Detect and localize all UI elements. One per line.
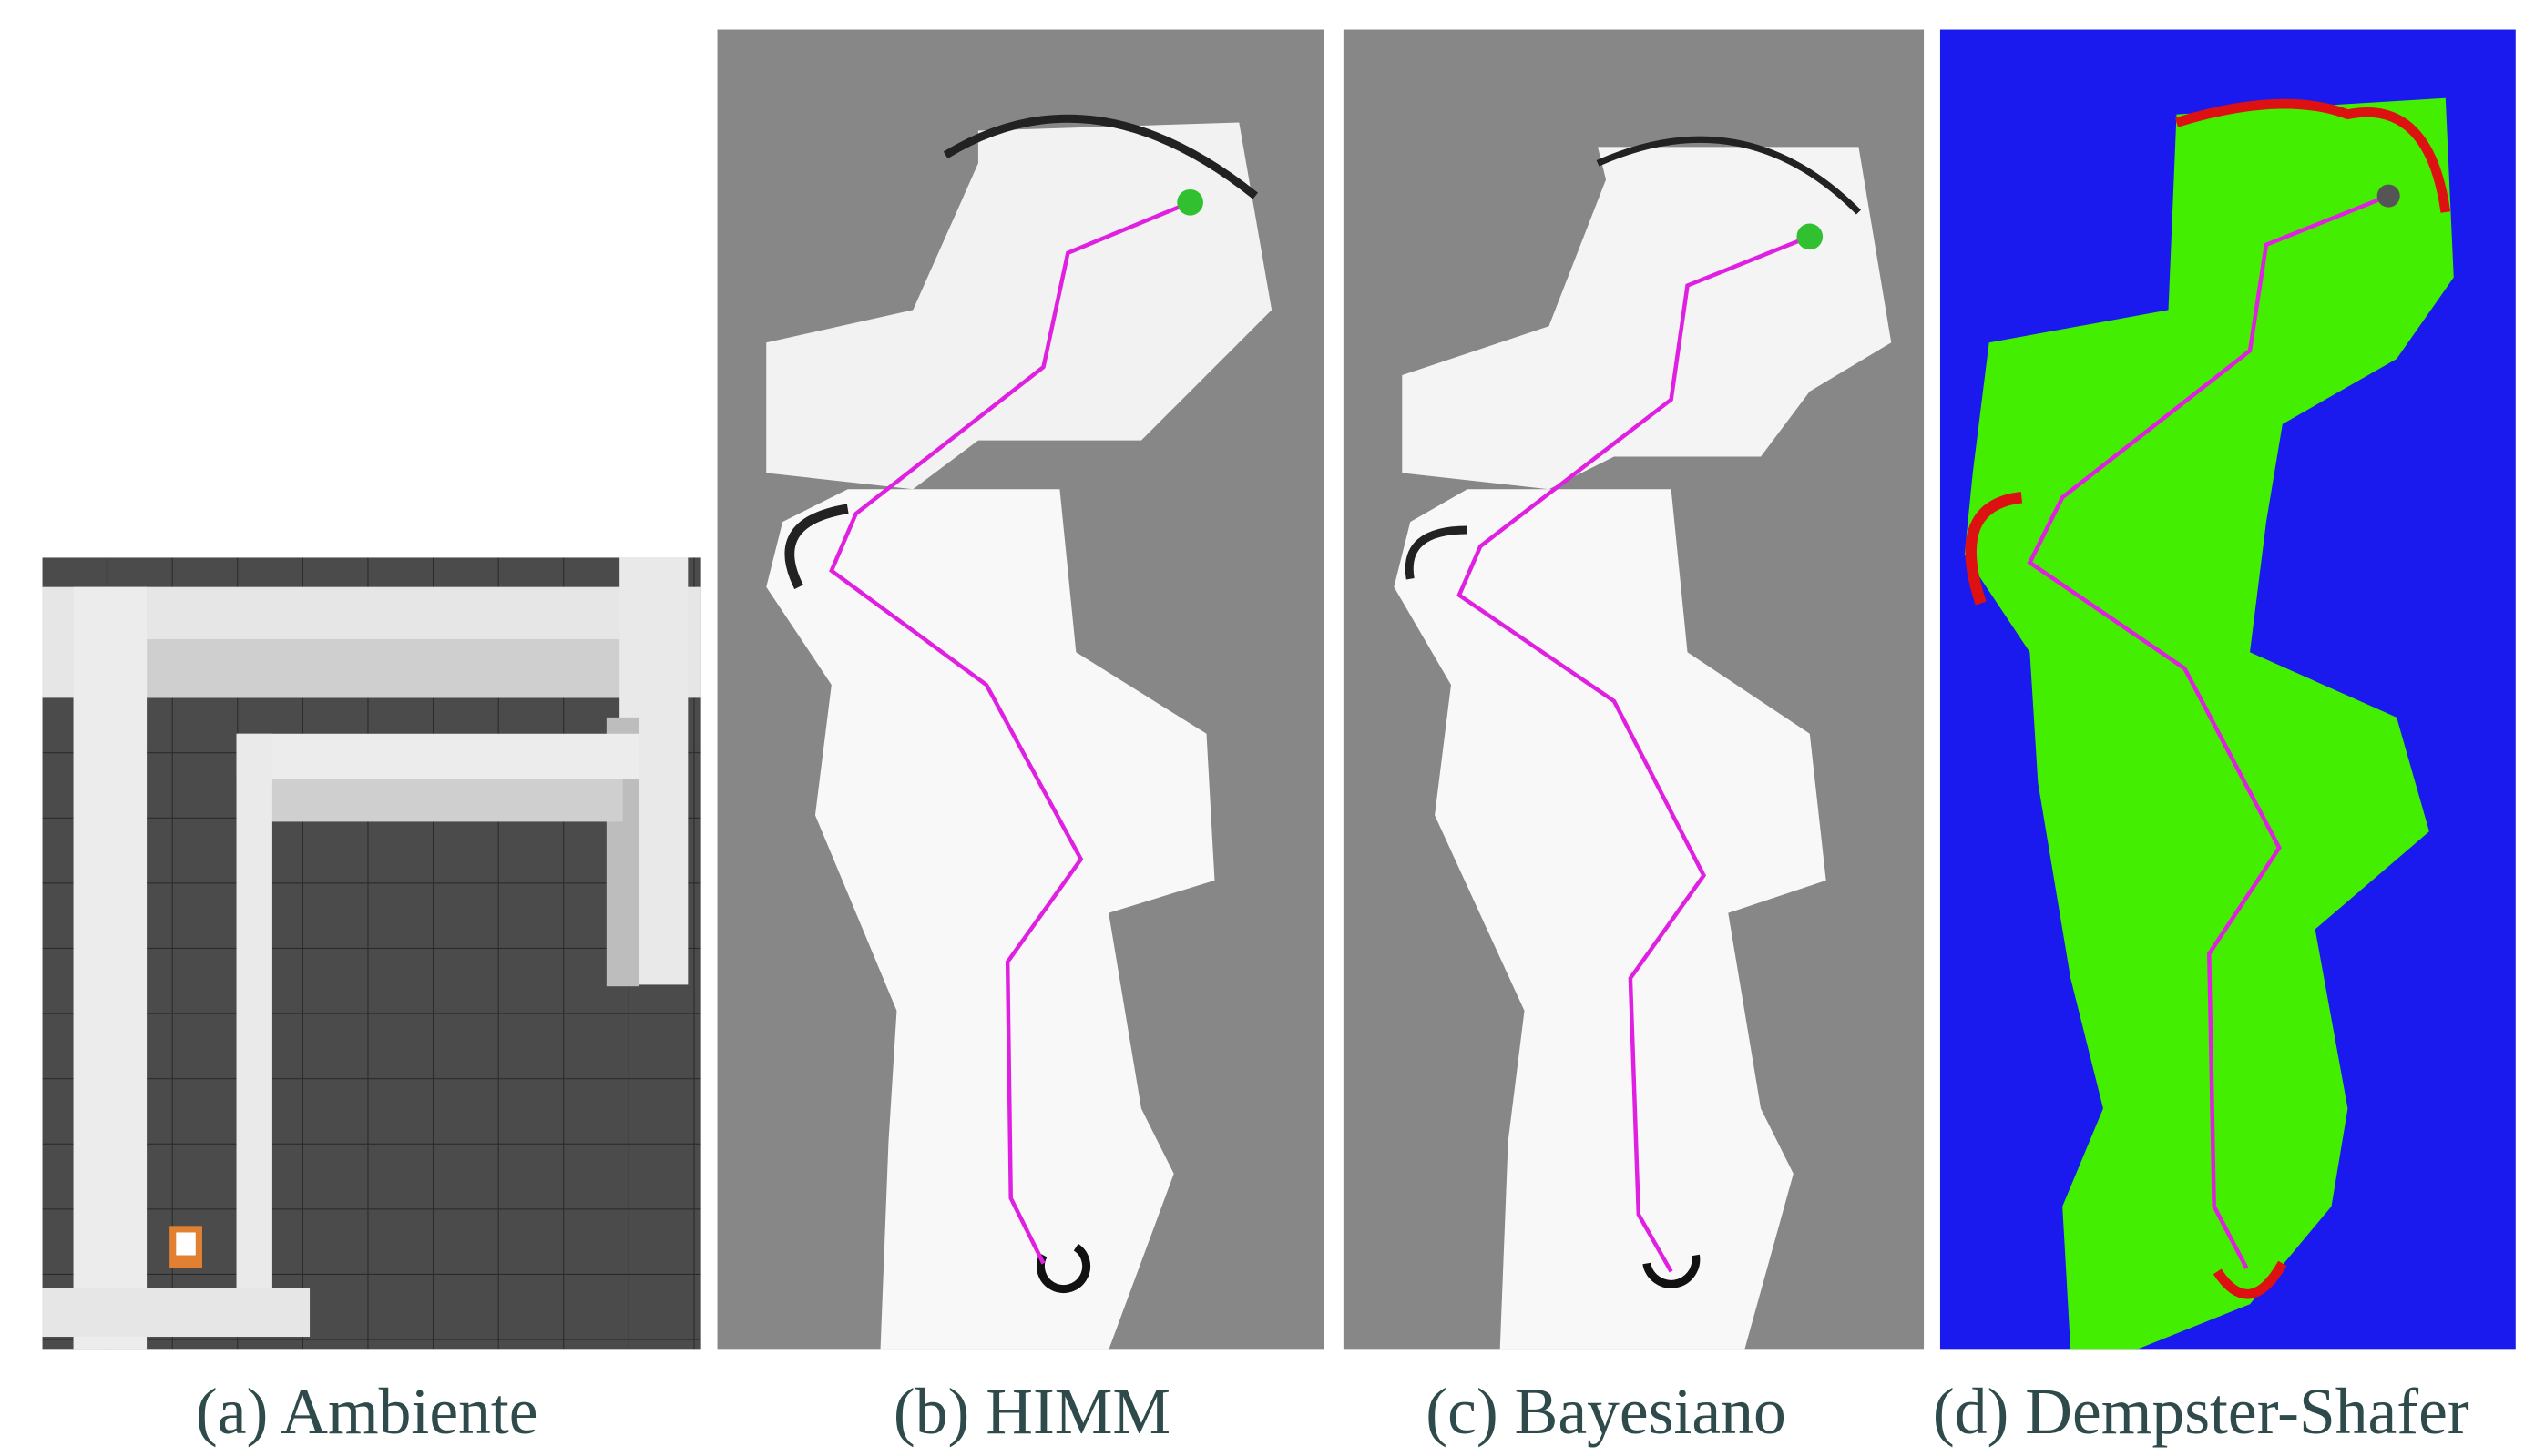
- panel-environment: [43, 557, 701, 1349]
- caption: (b) HIMM: [894, 1376, 1170, 1448]
- figure: (a) Ambiente (b) HIMM (c) Bayesiano (d) …: [0, 0, 2545, 1456]
- panel-bayesian: [1344, 30, 1924, 1350]
- panel-himm: [718, 30, 1324, 1350]
- panel-dempster-shafer: [1940, 30, 2516, 1350]
- caption: (d) Dempster-Shafer: [1933, 1376, 2469, 1448]
- caption: (c) Bayesiano: [1426, 1376, 1786, 1448]
- caption: (a) Ambiente: [196, 1376, 538, 1448]
